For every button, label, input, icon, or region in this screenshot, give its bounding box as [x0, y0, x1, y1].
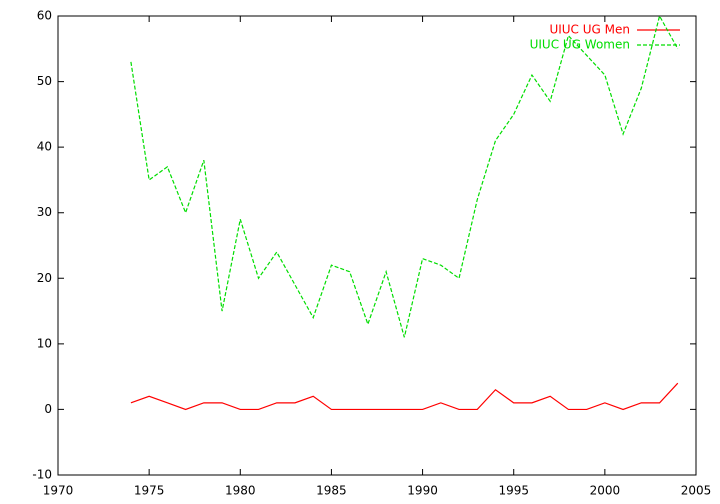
x-tick-label: 1970 [43, 484, 74, 498]
legend-label: UIUC UG Men [549, 23, 630, 37]
x-tick-label: 1975 [134, 484, 165, 498]
y-tick-label: 50 [37, 74, 52, 88]
y-tick-label: 10 [37, 336, 52, 350]
y-tick-label: 20 [37, 271, 52, 285]
y-tick-label: 0 [44, 402, 52, 416]
x-tick-label: 1980 [225, 484, 256, 498]
x-tick-label: 1990 [407, 484, 438, 498]
series-line [130, 14, 679, 338]
y-tick-label: 60 [37, 9, 52, 23]
series-line [130, 382, 679, 411]
x-tick-label: 2000 [590, 484, 621, 498]
x-tick-label: 2005 [681, 484, 712, 498]
y-tick-label: 30 [37, 205, 52, 219]
legend-label: UIUC UG Women [530, 38, 630, 52]
y-tick-label: 40 [37, 140, 52, 154]
y-tick-label: -10 [32, 468, 52, 482]
plot-frame [57, 15, 697, 476]
x-tick-label: 1985 [316, 484, 347, 498]
x-tick-label: 1995 [498, 484, 529, 498]
